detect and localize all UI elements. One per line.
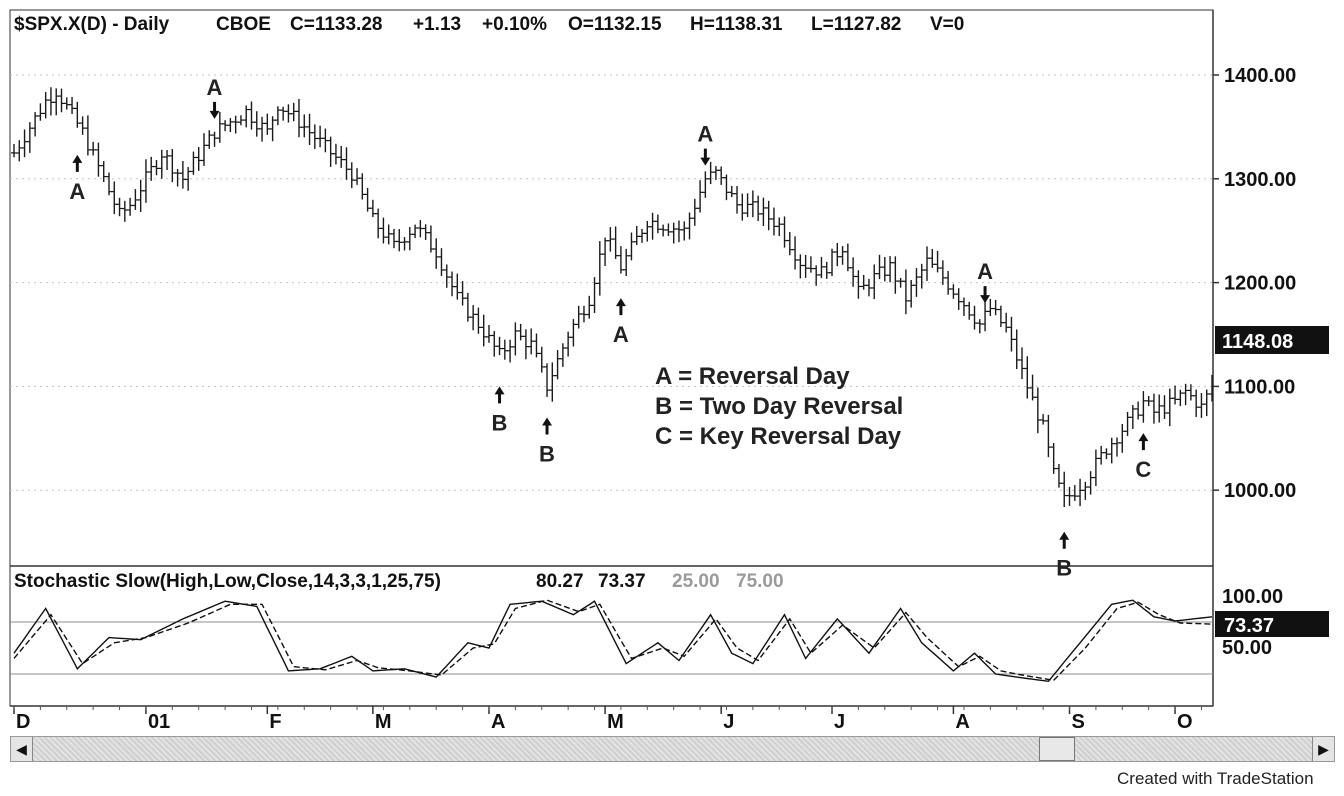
arrow-up-icon xyxy=(542,417,553,435)
legend-line-c: C = Key Reversal Day xyxy=(655,423,902,450)
header-close: C=1133.28 xyxy=(290,14,382,35)
price-bars xyxy=(11,87,1215,508)
header-volume: V=0 xyxy=(930,14,964,35)
stoch-k-line xyxy=(13,599,1213,683)
annotation-label: B xyxy=(492,410,508,435)
header-symbol: $SPX.X(D) - Daily xyxy=(14,14,170,35)
scroll-right-icon[interactable]: ▶ xyxy=(1312,737,1334,761)
indicator-title: Stochastic Slow(High,Low,Close,14,3,3,1,… xyxy=(14,571,441,592)
annotation-label: B xyxy=(1056,556,1072,581)
indicator-low-level: 25.00 xyxy=(672,571,720,592)
arrow-up-icon xyxy=(615,298,626,316)
header-open: O=1132.15 xyxy=(568,14,662,35)
arrow-down-icon xyxy=(209,101,220,119)
arrow-up-icon xyxy=(1059,531,1070,549)
credit: Created with TradeStation xyxy=(1117,769,1314,788)
scroll-left-icon[interactable]: ◀ xyxy=(11,737,33,761)
y-tick-label: 1300.00 xyxy=(1224,169,1296,191)
arrow-up-icon xyxy=(494,386,505,404)
indicator-k-value: 80.27 xyxy=(536,571,584,592)
price-panel xyxy=(9,9,1214,567)
price-axis: 1400.00 1300.00 1200.00 1100.00 1000.00 xyxy=(1213,65,1296,502)
x-tick-label: J xyxy=(834,711,845,733)
price-badge xyxy=(1215,326,1329,354)
annotation-label: A xyxy=(207,75,223,100)
arrow-down-icon xyxy=(700,148,711,166)
annotations: A A B B A A A B C xyxy=(69,75,1151,581)
annotation-label: C xyxy=(1135,457,1151,482)
x-tick-label: D xyxy=(16,711,30,733)
annotation-label: B xyxy=(539,442,555,467)
annotation-label: A xyxy=(69,179,85,204)
header-low: L=1127.82 xyxy=(811,14,901,35)
horizontal-scrollbar[interactable]: ◀ ▶ xyxy=(10,736,1335,762)
stoch-d-line xyxy=(13,599,1213,681)
header-change: +1.13 xyxy=(413,14,461,35)
x-tick-label: 01 xyxy=(148,711,170,733)
x-tick-label: J xyxy=(723,711,734,733)
legend-line-b: B = Two Day Reversal xyxy=(655,393,903,420)
x-tick-label: S xyxy=(1072,711,1085,733)
annotation-label: A xyxy=(613,322,629,347)
arrow-up-icon xyxy=(72,154,83,172)
date-axis: D 01 F M A M J J A S O xyxy=(13,706,1202,733)
arrow-up-icon xyxy=(1138,433,1149,451)
x-tick-label: A xyxy=(491,711,505,733)
stoch-axis-100: 100.00 xyxy=(1222,586,1283,608)
annotation-label: A xyxy=(697,122,713,147)
x-tick-label: F xyxy=(269,711,281,733)
x-tick-label: A xyxy=(955,711,969,733)
scroll-thumb[interactable] xyxy=(1039,737,1075,761)
stoch-badge-label: 73.37 xyxy=(1224,615,1274,637)
price-gridlines xyxy=(10,74,1213,491)
annotation-label: A xyxy=(977,259,993,284)
x-tick-label: M xyxy=(607,711,624,733)
stoch-axis-50: 50.00 xyxy=(1222,637,1272,659)
header-change-pct: +0.10% xyxy=(482,14,547,35)
scroll-track[interactable] xyxy=(33,737,1312,761)
header-high: H=1138.31 xyxy=(690,14,783,35)
stoch-badge xyxy=(1215,611,1329,637)
y-tick-label: 1100.00 xyxy=(1224,376,1295,398)
y-tick-label: 1400.00 xyxy=(1224,65,1296,87)
arrow-down-icon xyxy=(980,286,991,304)
indicator-d-value: 73.37 xyxy=(598,571,646,592)
header-exchange: CBOE xyxy=(216,14,271,35)
price-badge-label: 1148.08 xyxy=(1222,331,1293,353)
indicator-high-level: 75.00 xyxy=(736,571,784,592)
y-tick-label: 1200.00 xyxy=(1224,273,1296,295)
x-tick-label: M xyxy=(375,711,392,733)
legend-line-a: A = Reversal Day xyxy=(655,363,850,390)
x-tick-label: O xyxy=(1177,711,1193,733)
stochastic-lines xyxy=(10,599,1213,683)
y-tick-label: 1000.00 xyxy=(1224,480,1296,502)
